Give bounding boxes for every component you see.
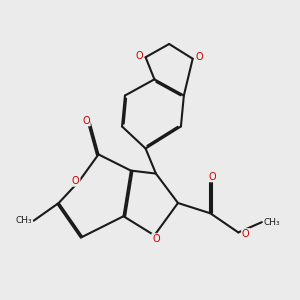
- Text: O: O: [195, 52, 203, 62]
- Text: CH₃: CH₃: [16, 216, 32, 225]
- Text: O: O: [72, 176, 80, 186]
- Text: O: O: [82, 116, 90, 126]
- Text: O: O: [152, 234, 160, 244]
- Text: O: O: [135, 51, 143, 61]
- Text: CH₃: CH₃: [263, 218, 280, 226]
- Text: O: O: [242, 229, 250, 239]
- Text: O: O: [208, 172, 216, 182]
